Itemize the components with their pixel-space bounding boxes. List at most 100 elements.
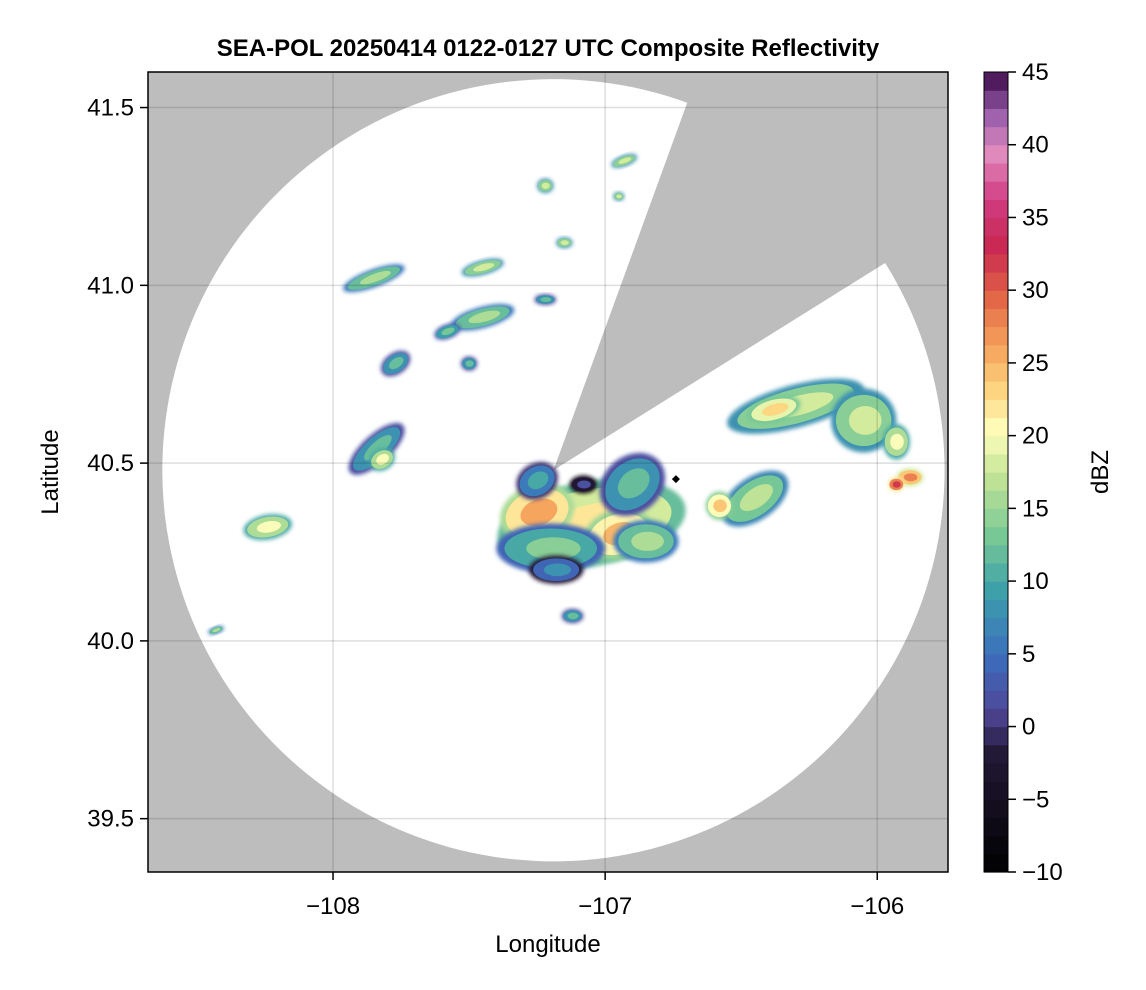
echo-core: [526, 537, 581, 560]
colorbar-level: [984, 399, 1008, 419]
colorbar-level: [984, 362, 1008, 382]
colorbar-level: [984, 326, 1008, 346]
echo-cell-11: [705, 491, 734, 520]
colorbar-tick-label: 0: [1022, 714, 1035, 741]
colorbar-level: [984, 490, 1008, 509]
echo-cell-20: [243, 514, 292, 541]
colorbar-level: [984, 617, 1008, 637]
colorbar-level: [984, 690, 1008, 709]
echo-core: [441, 327, 455, 336]
x-axis-ticks: −108 −107 −106: [306, 872, 904, 920]
colorbar-level: [984, 253, 1008, 273]
echo-core: [527, 471, 549, 490]
echo-core: [892, 481, 901, 488]
echo-core: [617, 468, 650, 499]
colorbar-level: [984, 72, 1008, 91]
plot-frame: [147, 71, 949, 873]
echo-core: [543, 563, 572, 577]
y-tick-label: 41.5: [87, 95, 134, 122]
colorbar-level: [984, 562, 1008, 582]
echo-cell-19: [369, 448, 395, 472]
y-axis-ticks: 39.5 40.0 40.5 41.0 41.5: [87, 95, 148, 833]
echo-core: [540, 297, 552, 302]
echo-core: [541, 182, 550, 189]
echo-cell-14: [830, 388, 897, 453]
colorbar-level: [984, 290, 1008, 309]
colorbar-tick-label: −10: [1022, 859, 1063, 886]
colorbar-tick-label: 30: [1022, 277, 1049, 304]
echo-cell-10: [721, 470, 789, 527]
colorbar-level: [984, 344, 1008, 364]
echo-cell-26: [460, 356, 478, 371]
echo-core: [520, 498, 558, 526]
x-tick-label: −106: [850, 893, 904, 920]
colorbar-level: [984, 126, 1008, 146]
echo-cell-18: [348, 422, 405, 475]
colorbar-level: [984, 181, 1008, 200]
echo-core: [761, 402, 789, 416]
echo-core: [212, 628, 221, 633]
echo-core: [567, 612, 579, 620]
echo-core: [389, 356, 404, 370]
echo-core: [631, 531, 664, 551]
colorbar-level: [984, 708, 1008, 728]
site-marker: [671, 475, 680, 484]
colorbar-tick-label: 35: [1022, 204, 1049, 231]
colorbar-level: [984, 453, 1008, 473]
colorbar-level: [984, 726, 1008, 746]
echo-cell-15: [882, 424, 910, 460]
colorbar-level: [984, 108, 1008, 128]
y-tick-label: 41.0: [87, 272, 134, 299]
echo-cell-7: [528, 555, 584, 584]
echo-cell-31: [613, 192, 625, 201]
colorbar-tick-label: 40: [1022, 132, 1049, 159]
grid-lines: [148, 72, 948, 872]
echo-cell-27: [534, 294, 557, 305]
echo-cell-13: [747, 395, 801, 424]
colorbar-level: [984, 144, 1008, 164]
colorbar-level: [984, 508, 1008, 528]
echo-core: [473, 263, 495, 272]
colorbar-level: [984, 817, 1008, 837]
echo-core: [359, 270, 391, 285]
echo-cell-4: [496, 523, 606, 574]
colorbar-label: dBZ: [1087, 450, 1114, 494]
echo-core: [376, 453, 389, 465]
colorbar-tick-label: 15: [1022, 495, 1049, 522]
colorbar-level: [984, 653, 1008, 673]
colorbar-level: [984, 581, 1008, 600]
colorbar-tick-label: 45: [1022, 59, 1049, 86]
colorbar-level: [984, 272, 1008, 291]
echo-cell-28: [611, 154, 638, 168]
chart-title: SEA-POL 20250414 0122-0127 UTC Composite…: [217, 35, 880, 62]
colorbar-level: [984, 472, 1008, 491]
echo-cell-30: [556, 237, 573, 248]
echo-core: [618, 157, 632, 164]
colorbar-level: [984, 835, 1008, 855]
echo-layer: [208, 154, 924, 635]
echo-core: [465, 360, 474, 367]
marker-layer: [671, 475, 680, 484]
colorbar-level: [984, 853, 1008, 873]
colorbar-level: [984, 435, 1008, 455]
colorbar-tick-label: 25: [1022, 350, 1049, 377]
echo-core: [256, 520, 282, 533]
echo-core: [713, 499, 727, 513]
y-tick-label: 40.0: [87, 628, 134, 655]
y-axis-label: Latitude: [37, 429, 64, 514]
echo-core: [577, 480, 591, 489]
colorbar: [983, 71, 1009, 873]
echo-cell-29: [537, 178, 554, 193]
echo-cell-21: [451, 304, 515, 331]
y-tick-label: 39.5: [87, 806, 134, 833]
echo-core: [560, 240, 569, 246]
colorbar-level: [984, 90, 1008, 109]
colorbar-frame: [983, 71, 1009, 873]
echo-cell-22: [380, 350, 411, 377]
echo-core: [468, 310, 501, 324]
colorbar-level: [984, 526, 1008, 546]
plot-area: [148, 72, 948, 872]
echo-core: [903, 473, 918, 482]
colorbar-level: [984, 744, 1008, 764]
